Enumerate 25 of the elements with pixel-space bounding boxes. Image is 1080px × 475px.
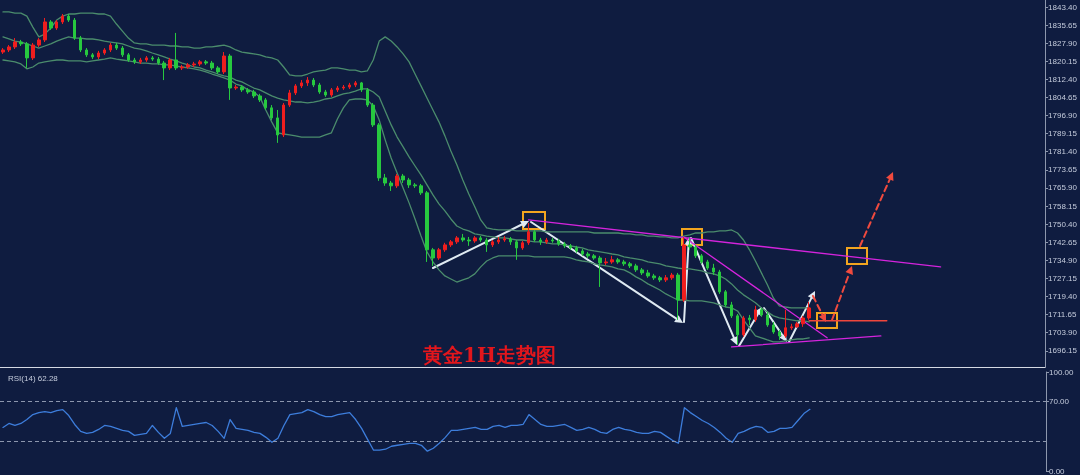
y-tick-label: 0.00 xyxy=(1049,466,1066,475)
y-tick-label: 1796.90 xyxy=(1048,111,1078,121)
y-tick-label: 1742.65 xyxy=(1048,237,1078,247)
y-tick-label: 1781.40 xyxy=(1048,147,1078,157)
text: 黄金1H走势图 xyxy=(422,343,556,367)
y-tick-label: 70.00 xyxy=(1049,397,1070,407)
y-tick-label: 1843.40 xyxy=(1048,2,1078,12)
y-tick-label: 1765.90 xyxy=(1048,183,1078,193)
y-tick-label: 1696.15 xyxy=(1048,346,1078,356)
y-tick-label: 1703.90 xyxy=(1048,328,1078,338)
y-tick-label: 1758.15 xyxy=(1048,201,1078,211)
y-tick-label: 100.00 xyxy=(1049,367,1075,377)
y-tick-label: 1773.65 xyxy=(1048,165,1078,175)
y-tick-label: 1835.65 xyxy=(1048,20,1078,30)
y-tick-label: 1719.40 xyxy=(1048,291,1078,301)
y-tick-label: 1804.65 xyxy=(1048,92,1078,102)
y-tick-label: 1827.90 xyxy=(1048,38,1078,48)
y-tick-label: 1789.15 xyxy=(1048,129,1078,139)
chart-title: RSI(14) 62.28 xyxy=(8,373,59,383)
y-tick-label: 1750.40 xyxy=(1048,219,1078,229)
y-tick-label: 1727.15 xyxy=(1048,273,1078,283)
y-tick-label: 1711.65 xyxy=(1048,310,1077,320)
y-tick-label: 1820.15 xyxy=(1048,56,1078,66)
y-tick-label: 1734.90 xyxy=(1048,255,1078,265)
y-tick-label: 1812.40 xyxy=(1048,74,1078,84)
